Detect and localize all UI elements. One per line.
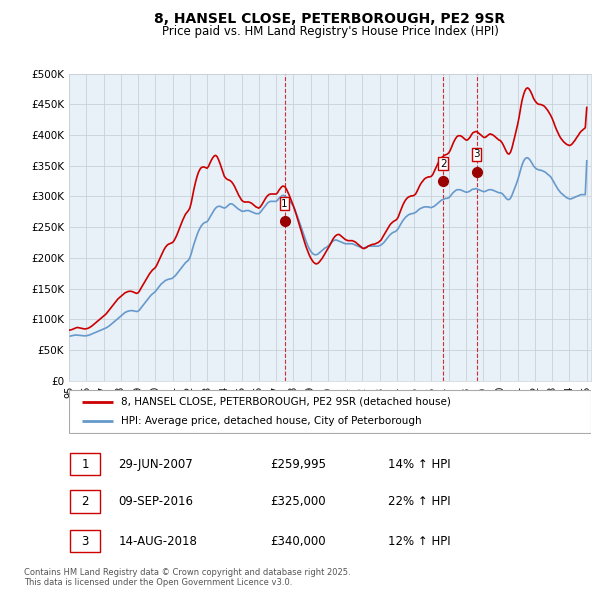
Text: HPI: Average price, detached house, City of Peterborough: HPI: Average price, detached house, City… — [121, 417, 422, 426]
Text: £259,995: £259,995 — [271, 458, 326, 471]
Text: 22% ↑ HPI: 22% ↑ HPI — [388, 495, 451, 508]
Text: This data is licensed under the Open Government Licence v3.0.: This data is licensed under the Open Gov… — [24, 578, 292, 587]
Text: 09-SEP-2016: 09-SEP-2016 — [118, 495, 193, 508]
Text: 1: 1 — [81, 458, 89, 471]
FancyBboxPatch shape — [69, 391, 591, 433]
Text: Price paid vs. HM Land Registry's House Price Index (HPI): Price paid vs. HM Land Registry's House … — [161, 25, 499, 38]
Text: 1: 1 — [281, 198, 288, 208]
Text: 3: 3 — [473, 149, 480, 159]
Text: £325,000: £325,000 — [271, 495, 326, 508]
Text: 2: 2 — [81, 495, 89, 508]
Text: 29-JUN-2007: 29-JUN-2007 — [118, 458, 193, 471]
FancyBboxPatch shape — [70, 490, 100, 513]
Text: 14-AUG-2018: 14-AUG-2018 — [118, 535, 197, 548]
Text: 8, HANSEL CLOSE, PETERBOROUGH, PE2 9SR (detached house): 8, HANSEL CLOSE, PETERBOROUGH, PE2 9SR (… — [121, 397, 451, 407]
Text: 3: 3 — [82, 535, 89, 548]
Text: 2: 2 — [440, 159, 446, 169]
Text: 8, HANSEL CLOSE, PETERBOROUGH, PE2 9SR: 8, HANSEL CLOSE, PETERBOROUGH, PE2 9SR — [154, 12, 506, 27]
Text: 12% ↑ HPI: 12% ↑ HPI — [388, 535, 451, 548]
Text: Contains HM Land Registry data © Crown copyright and database right 2025.: Contains HM Land Registry data © Crown c… — [24, 568, 350, 576]
Text: £340,000: £340,000 — [271, 535, 326, 548]
Text: 14% ↑ HPI: 14% ↑ HPI — [388, 458, 451, 471]
FancyBboxPatch shape — [70, 530, 100, 552]
FancyBboxPatch shape — [70, 453, 100, 476]
